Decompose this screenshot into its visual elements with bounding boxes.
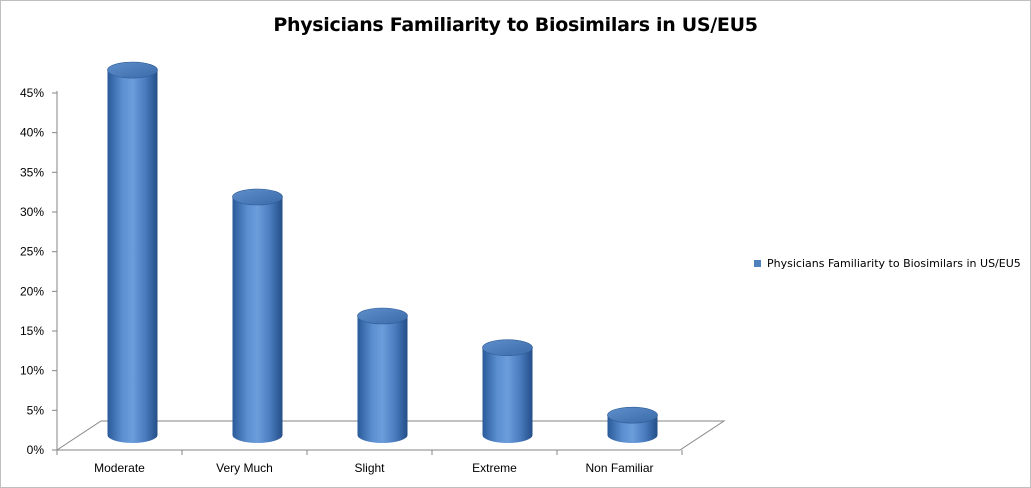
legend: Physicians Familiarity to Biosimilars in… xyxy=(754,257,1021,270)
bars xyxy=(107,61,658,444)
bar-body xyxy=(232,197,283,443)
y-tick-label: 10% xyxy=(20,364,44,378)
y-tick-label: 20% xyxy=(20,284,44,298)
y-tick-label: 5% xyxy=(27,403,45,417)
bar-body xyxy=(482,347,533,443)
axis-labels: 0% 5% 10% 15% 20% 25% 30% 35% 40% 45% Moderate Very… xyxy=(20,86,654,475)
y-tick-label: 40% xyxy=(20,126,44,140)
y-tick-label: 25% xyxy=(20,245,44,259)
x-tick-label: Moderate xyxy=(94,461,145,475)
bar-top xyxy=(232,188,283,206)
x-tick-label: Non Familiar xyxy=(585,461,653,475)
y-tick-label: 35% xyxy=(20,165,44,179)
x-tick-label: Very Much xyxy=(216,461,273,475)
bar xyxy=(357,307,408,443)
chart-title: Physicians Familiarity to Biosimilars in… xyxy=(273,14,758,36)
y-tick-label: 0% xyxy=(27,443,45,457)
x-tick-label: Slight xyxy=(354,461,385,475)
y-tick-label: 30% xyxy=(20,205,44,219)
bar-top xyxy=(107,61,158,79)
bar-top xyxy=(607,406,658,424)
legend-swatch xyxy=(754,260,761,267)
bar xyxy=(107,61,158,444)
bar-top xyxy=(482,339,533,357)
y-tick-label: 45% xyxy=(20,86,44,100)
bar-top xyxy=(357,307,408,325)
bar-body xyxy=(357,316,408,443)
x-tick-label: Extreme xyxy=(472,461,517,475)
bar xyxy=(607,406,658,443)
y-tick-label: 15% xyxy=(20,324,44,338)
bar xyxy=(482,339,533,443)
legend-label: Physicians Familiarity to Biosimilars in… xyxy=(767,257,1021,270)
bar xyxy=(232,188,283,443)
bar-body xyxy=(107,70,158,444)
